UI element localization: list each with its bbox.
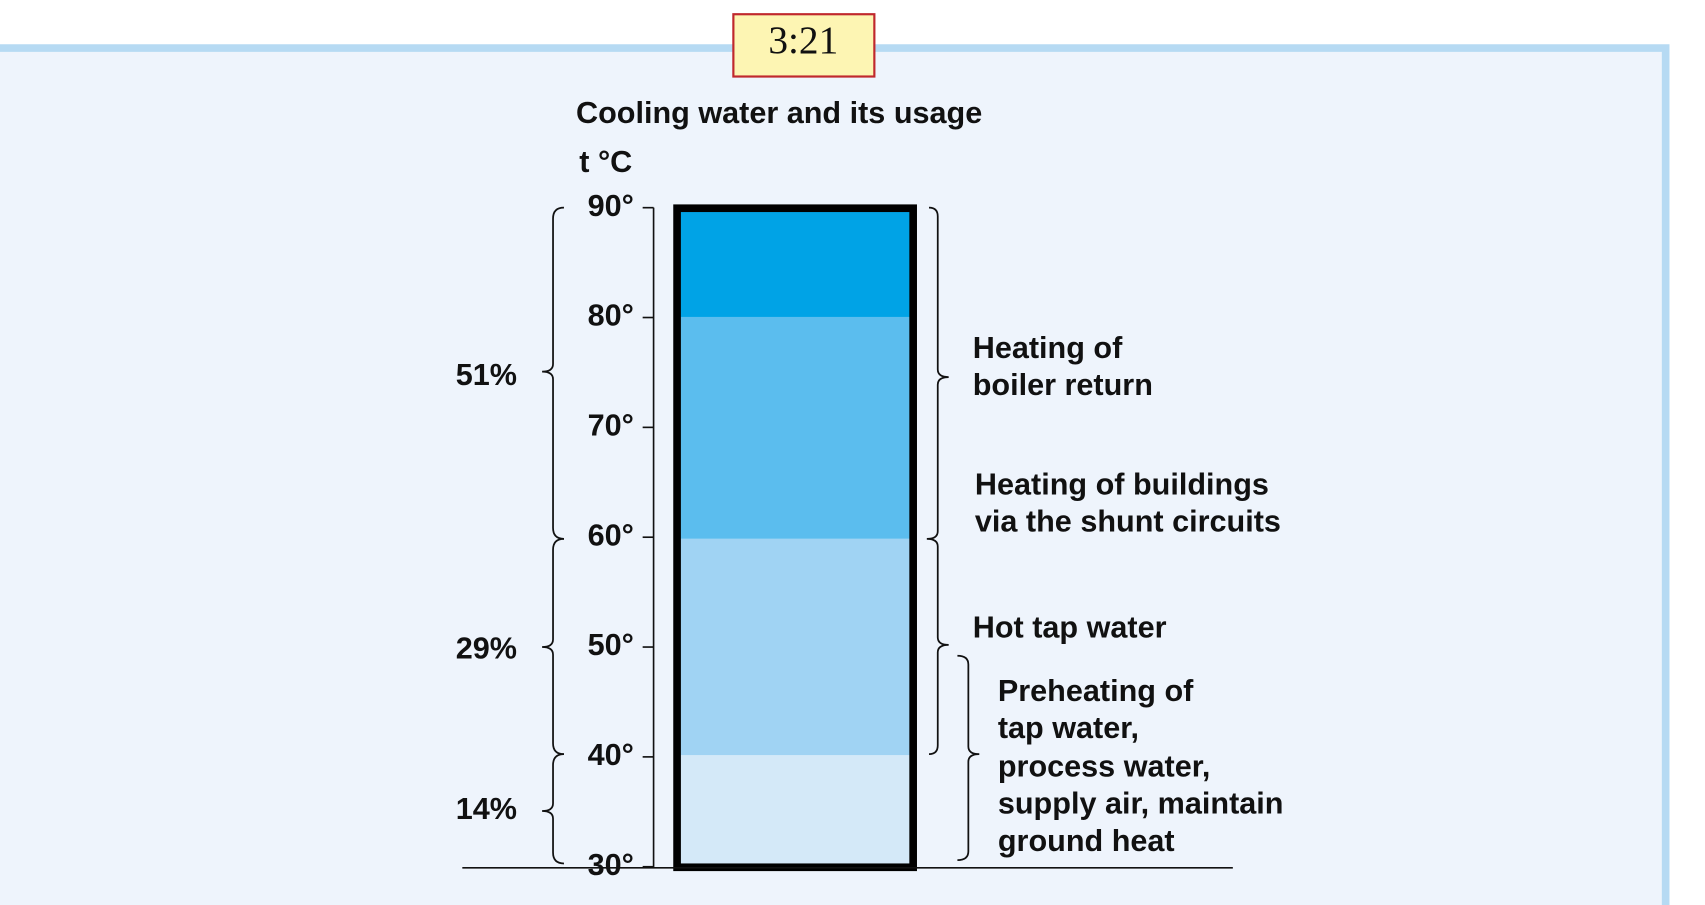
usage-label: Hot tap water xyxy=(973,611,1167,645)
band xyxy=(679,316,911,539)
band xyxy=(679,755,911,865)
usage-label: supply air, maintain xyxy=(998,787,1284,821)
usage-label: Heating of buildings xyxy=(975,467,1269,501)
axis-label: t °C xyxy=(579,145,632,179)
usage-label: via the shunt circuits xyxy=(975,505,1281,539)
share-label: 14% xyxy=(456,792,517,826)
usage-label: ground heat xyxy=(998,824,1175,858)
brace xyxy=(957,654,980,862)
share-label: 51% xyxy=(456,358,517,392)
usage-label: boiler return xyxy=(973,368,1153,402)
tick-label: 70° xyxy=(588,408,634,442)
band xyxy=(679,538,911,756)
title: Cooling water and its usage xyxy=(576,96,982,130)
usage-label: Preheating of xyxy=(998,674,1194,708)
column xyxy=(673,204,917,872)
tick-label: 90° xyxy=(588,189,634,223)
tick-label: 40° xyxy=(588,738,634,772)
usage-label: process water, xyxy=(998,749,1211,783)
badge xyxy=(732,13,876,78)
band xyxy=(679,210,911,317)
tick-label: 60° xyxy=(588,518,634,552)
tick-label: 30° xyxy=(588,848,634,882)
badge-text: 3:21 xyxy=(768,18,838,62)
usage-label: tap water, xyxy=(998,711,1139,745)
usage-label: Heating of xyxy=(973,331,1123,365)
tick-label: 80° xyxy=(588,299,634,333)
brace xyxy=(926,206,949,756)
tick-label: 50° xyxy=(588,628,634,662)
share-label: 29% xyxy=(456,631,517,665)
panel-border xyxy=(0,44,1670,905)
